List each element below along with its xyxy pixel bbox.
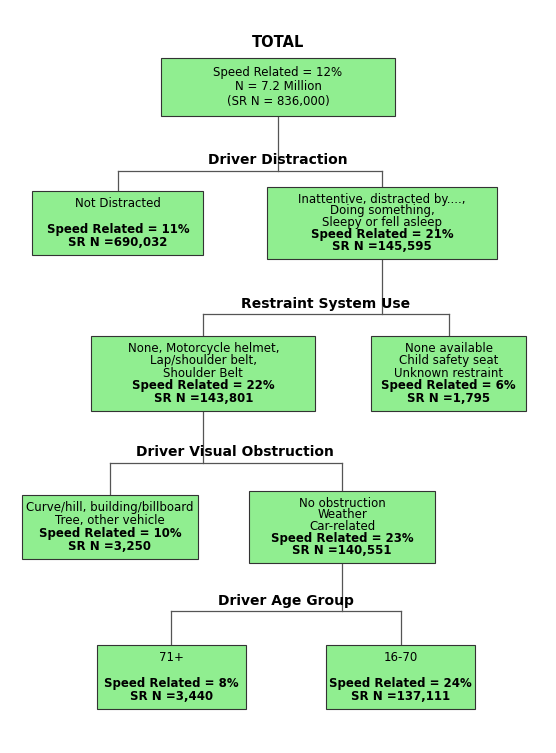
Text: 71+: 71+ xyxy=(159,651,183,664)
Text: Speed Related = 10%: Speed Related = 10% xyxy=(38,527,181,540)
Text: Sleepy or fell asleep: Sleepy or fell asleep xyxy=(322,216,442,230)
FancyBboxPatch shape xyxy=(161,59,395,116)
Text: Speed Related = 24%: Speed Related = 24% xyxy=(329,677,472,690)
Text: Driver Visual Obstruction: Driver Visual Obstruction xyxy=(136,445,334,459)
Text: N = 7.2 Million: N = 7.2 Million xyxy=(235,81,321,93)
Text: Car-related: Car-related xyxy=(309,520,375,533)
Text: Speed Related = 23%: Speed Related = 23% xyxy=(271,532,413,545)
Text: SR N =137,111: SR N =137,111 xyxy=(351,690,450,703)
Text: Curve/hill, building/billboard: Curve/hill, building/billboard xyxy=(26,501,193,514)
FancyBboxPatch shape xyxy=(22,495,198,559)
Text: Inattentive, distracted by....,: Inattentive, distracted by...., xyxy=(299,193,466,206)
Text: SR N =143,801: SR N =143,801 xyxy=(153,392,253,404)
Text: No obstruction: No obstruction xyxy=(299,496,385,510)
Text: SR N =3,440: SR N =3,440 xyxy=(130,690,213,703)
Text: Unknown restraint: Unknown restraint xyxy=(394,367,503,380)
Text: (SR N = 836,000): (SR N = 836,000) xyxy=(227,95,329,108)
FancyBboxPatch shape xyxy=(371,336,526,410)
Text: SR N =1,795: SR N =1,795 xyxy=(407,392,490,404)
FancyBboxPatch shape xyxy=(326,645,475,709)
Text: SR N =690,032: SR N =690,032 xyxy=(68,236,167,248)
Text: Doing something,: Doing something, xyxy=(330,205,434,218)
Text: Speed Related = 22%: Speed Related = 22% xyxy=(132,379,275,392)
Text: Speed Related = 8%: Speed Related = 8% xyxy=(104,677,239,690)
Text: SR N =140,551: SR N =140,551 xyxy=(292,544,392,557)
Text: None available: None available xyxy=(405,342,493,355)
Text: Tree, other vehicle: Tree, other vehicle xyxy=(55,514,165,527)
Text: None, Motorcycle helmet,: None, Motorcycle helmet, xyxy=(127,342,279,355)
Text: TOTAL: TOTAL xyxy=(252,35,304,50)
Text: Restraint System Use: Restraint System Use xyxy=(241,297,410,311)
Text: Speed Related = 6%: Speed Related = 6% xyxy=(381,379,516,392)
FancyBboxPatch shape xyxy=(249,491,435,562)
Text: Child safety seat: Child safety seat xyxy=(399,354,499,367)
Text: SR N =145,595: SR N =145,595 xyxy=(332,240,432,253)
Text: Shoulder Belt: Shoulder Belt xyxy=(163,367,243,380)
Text: Speed Related = 12%: Speed Related = 12% xyxy=(214,66,342,79)
Text: Speed Related = 21%: Speed Related = 21% xyxy=(311,228,453,241)
Text: SR N =3,250: SR N =3,250 xyxy=(68,540,151,553)
FancyBboxPatch shape xyxy=(32,191,203,255)
Text: Lap/shoulder belt,: Lap/shoulder belt, xyxy=(150,354,257,367)
Text: Weather: Weather xyxy=(317,508,367,522)
Text: Driver Distraction: Driver Distraction xyxy=(208,153,348,167)
FancyBboxPatch shape xyxy=(97,645,246,709)
Text: Driver Age Group: Driver Age Group xyxy=(218,593,354,608)
Text: Speed Related = 11%: Speed Related = 11% xyxy=(47,223,189,236)
FancyBboxPatch shape xyxy=(267,187,497,259)
FancyBboxPatch shape xyxy=(91,336,315,410)
Text: Not Distracted: Not Distracted xyxy=(75,197,161,210)
Text: 16-70: 16-70 xyxy=(384,651,418,664)
